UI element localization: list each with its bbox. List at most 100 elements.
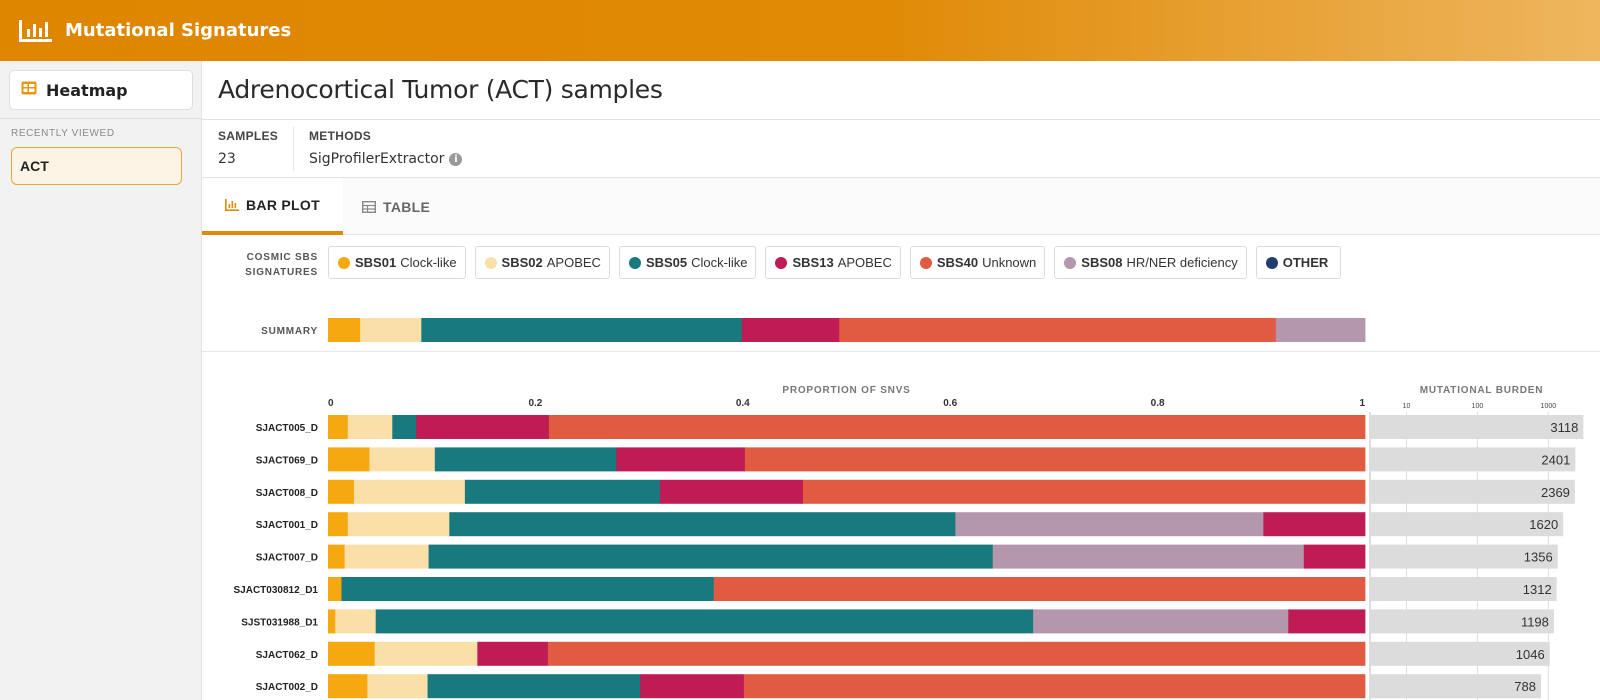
summary-segment-sbs02[interactable]: [360, 318, 422, 342]
burden-bar[interactable]: [1371, 641, 1550, 666]
bar-segment-sbs05[interactable]: [341, 577, 715, 601]
legend-code: SBS02: [501, 255, 543, 270]
bar-segment-sbs02[interactable]: [369, 447, 436, 472]
divider: [202, 351, 1600, 352]
bar-segment-sbs05[interactable]: [449, 512, 956, 537]
burden-bar[interactable]: [1371, 447, 1576, 472]
bar-segment-sbs13[interactable]: [1263, 512, 1366, 537]
burden-tick-label: 1000: [1541, 403, 1557, 410]
sample-label: SJACT002_D: [256, 682, 318, 693]
bar-segment-sbs13[interactable]: [1303, 544, 1366, 569]
tab-bar-plot[interactable]: BAR PLOT: [202, 178, 343, 235]
legend-chip-sbs02[interactable]: SBS02 APOBEC: [474, 246, 610, 279]
legend-chip-sbs01[interactable]: SBS01 Clock-like: [328, 246, 466, 279]
legend-title-line2: SIGNATURES: [245, 267, 318, 278]
bar-segment-sbs08[interactable]: [1033, 609, 1289, 634]
summary-segment-sbs13[interactable]: [741, 318, 840, 342]
bar-segment-sbs05[interactable]: [392, 415, 417, 439]
main-content: Adrenocortical Tumor (ACT) samples SAMPL…: [202, 61, 1600, 700]
burden-bar[interactable]: [1371, 479, 1575, 504]
x-tick-label: 0.2: [528, 398, 542, 409]
tab-table[interactable]: TABLE: [362, 178, 472, 235]
burden-value: 2401: [1541, 452, 1570, 467]
legend-chip-sbs40[interactable]: SBS40 Unknown: [909, 246, 1046, 279]
bar-segment-sbs01[interactable]: [328, 609, 336, 634]
burden-bar[interactable]: [1371, 415, 1584, 439]
bar-segment-sbs13[interactable]: [616, 447, 746, 472]
bar-segment-sbs01[interactable]: [328, 479, 355, 504]
bar-segment-sbs05[interactable]: [375, 609, 1034, 634]
bar-segment-sbs40[interactable]: [744, 447, 1366, 472]
app-title[interactable]: Mutational Signatures: [65, 20, 292, 41]
sample-label: SJACT005_D: [256, 423, 318, 434]
summary-segment-sbs40[interactable]: [839, 318, 1277, 342]
bar-segment-sbs13[interactable]: [416, 415, 550, 439]
bar-segment-sbs01[interactable]: [328, 577, 342, 601]
bar-segment-sbs13[interactable]: [1288, 609, 1366, 634]
x-tick-label: 0.6: [943, 398, 957, 409]
legend-code: SBS13: [792, 255, 834, 270]
bar-segment-sbs08[interactable]: [955, 512, 1264, 537]
tab-bar-plot-label: BAR PLOT: [246, 196, 320, 213]
bar-segment-sbs02[interactable]: [344, 544, 429, 569]
burden-value: 1620: [1529, 517, 1558, 532]
bar-segment-sbs02[interactable]: [347, 512, 450, 537]
legend-dot: [775, 256, 788, 269]
burden-bar[interactable]: [1371, 609, 1554, 634]
burden-value: 2369: [1541, 485, 1570, 500]
bar-segment-sbs05[interactable]: [434, 447, 617, 472]
bar-segment-sbs01[interactable]: [328, 544, 345, 569]
legend-dot: [1265, 256, 1278, 269]
legend-code: SBS08: [1081, 255, 1123, 270]
bar-segment-sbs02[interactable]: [335, 609, 377, 634]
bar-segment-sbs13[interactable]: [477, 641, 549, 666]
bar-segment-sbs13[interactable]: [640, 674, 745, 699]
table-icon: [362, 200, 376, 213]
bar-segment-sbs02[interactable]: [374, 641, 478, 666]
summary-segment-sbs01[interactable]: [328, 318, 361, 342]
bar-segment-sbs01[interactable]: [328, 641, 376, 666]
burden-bar[interactable]: [1371, 544, 1558, 569]
bar-chart-logo-icon: [18, 18, 54, 44]
bar-segment-sbs40[interactable]: [713, 577, 1366, 601]
legend-chip-sbs13[interactable]: SBS13 APOBEC: [765, 246, 901, 279]
bar-segment-sbs01[interactable]: [328, 674, 368, 699]
bar-segment-sbs05[interactable]: [428, 544, 994, 569]
legend-chip-sbs05[interactable]: SBS05 Clock-like: [618, 246, 757, 279]
bar-segment-sbs13[interactable]: [659, 479, 804, 504]
info-icon[interactable]: i: [449, 152, 463, 166]
bar-segment-sbs02[interactable]: [367, 674, 428, 699]
summary-segment-sbs08[interactable]: [1275, 318, 1366, 342]
bar-chart-icon: [225, 198, 239, 211]
summary-segment-sbs05[interactable]: [421, 318, 743, 342]
burden-bar[interactable]: [1371, 577, 1557, 601]
bar-segment-sbs05[interactable]: [427, 674, 641, 699]
divider: [202, 177, 1600, 178]
bar-segment-sbs40[interactable]: [548, 415, 1366, 439]
app-header: Mutational Signatures: [0, 0, 1600, 61]
bar-segment-sbs40[interactable]: [743, 674, 1366, 699]
legend-name: Clock-like: [400, 255, 457, 270]
bar-segment-sbs40[interactable]: [802, 479, 1366, 504]
legend-dot: [338, 256, 350, 269]
burden-bar[interactable]: [1371, 674, 1542, 699]
bar-segment-sbs08[interactable]: [992, 544, 1305, 569]
bar-segment-sbs02[interactable]: [347, 415, 393, 439]
bar-segment-sbs02[interactable]: [353, 479, 466, 504]
heatmap-button[interactable]: Heatmap: [9, 70, 193, 110]
burden-tick-label: 10: [1403, 403, 1411, 410]
legend-code: SBS05: [645, 255, 688, 270]
legend-code: SBS01: [355, 255, 397, 270]
burden-axis-label: MUTATIONAL BURDEN: [1420, 385, 1544, 396]
bar-segment-sbs01[interactable]: [328, 415, 349, 439]
bar-segment-sbs05[interactable]: [464, 479, 661, 504]
bar-segment-sbs01[interactable]: [328, 447, 370, 472]
legend-chip-sbs08[interactable]: SBS08 HR/NER deficiency: [1054, 246, 1247, 279]
recent-item-act[interactable]: ACT: [11, 147, 182, 185]
view-tabs: BAR PLOT TABLE: [202, 178, 1600, 235]
legend-chip-other[interactable]: OTHER: [1255, 246, 1342, 279]
burden-bar[interactable]: [1371, 512, 1564, 537]
bar-segment-sbs40[interactable]: [547, 641, 1366, 666]
bar-segment-sbs01[interactable]: [328, 512, 349, 537]
